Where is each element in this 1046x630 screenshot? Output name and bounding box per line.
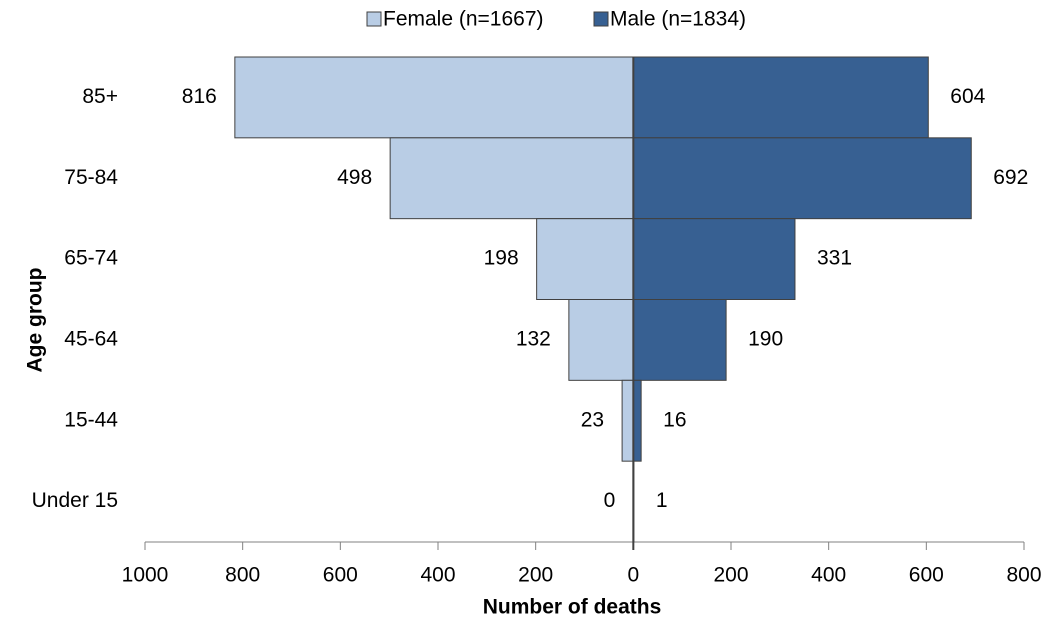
- data-label: 498: [337, 166, 372, 189]
- y-tick-label: Under 15: [32, 489, 118, 512]
- y-axis-title: Age group: [24, 268, 47, 373]
- bar: [569, 300, 633, 381]
- data-label: 23: [581, 408, 604, 431]
- x-tick-label: 600: [323, 564, 358, 587]
- data-label: 1: [656, 489, 668, 512]
- data-label: 16: [663, 408, 686, 431]
- bar: [622, 380, 633, 461]
- bar: [390, 138, 633, 219]
- x-tick-label: 400: [811, 564, 846, 587]
- y-tick-label: 75-84: [64, 166, 118, 189]
- y-tick-label: 65-74: [64, 247, 118, 270]
- data-label: 190: [748, 327, 783, 350]
- x-tick-label: 200: [518, 564, 553, 587]
- x-tick-label: 400: [420, 564, 455, 587]
- bar: [537, 219, 634, 300]
- x-tick-label: 800: [225, 564, 260, 587]
- x-tick-label: 200: [713, 564, 748, 587]
- y-tick-label: 15-44: [64, 408, 118, 431]
- x-axis-title: Number of deaths: [483, 596, 662, 619]
- bar: [633, 57, 928, 138]
- bar: [633, 219, 795, 300]
- data-label: 604: [950, 85, 985, 108]
- legend-swatch: [594, 12, 608, 26]
- bar: [633, 380, 641, 461]
- data-label: 692: [993, 166, 1028, 189]
- legend-label: Female (n=1667): [383, 8, 544, 31]
- bar: [633, 138, 971, 219]
- x-tick-label: 0: [627, 564, 639, 587]
- x-tick-label: 1000: [122, 564, 169, 587]
- data-label: 0: [604, 489, 616, 512]
- data-label: 816: [182, 85, 217, 108]
- y-tick-label: 85+: [82, 85, 118, 108]
- bar: [633, 300, 726, 381]
- x-tick-label: 600: [909, 564, 944, 587]
- legend-swatch: [367, 12, 381, 26]
- data-label: 198: [484, 247, 519, 270]
- bar: [235, 57, 633, 138]
- x-tick-label: 800: [1006, 564, 1041, 587]
- data-label: 331: [817, 247, 852, 270]
- legend-label: Male (n=1834): [610, 8, 746, 31]
- data-label: 132: [516, 327, 551, 350]
- y-tick-label: 45-64: [64, 327, 118, 350]
